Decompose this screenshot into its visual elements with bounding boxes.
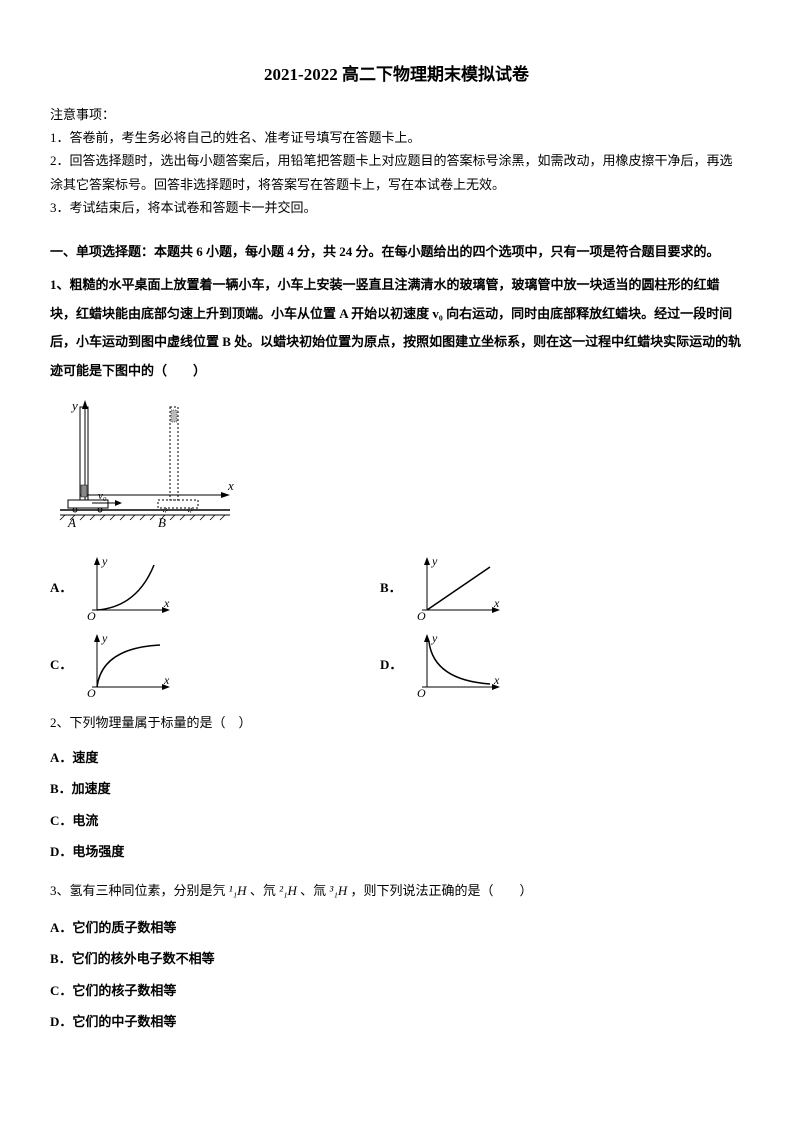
curve-a-icon: y x O <box>82 555 177 620</box>
svg-text:x: x <box>227 478 234 493</box>
option-a: A．速度 <box>50 746 743 769</box>
question-1: 1、粗糙的水平桌面上放置着一辆小车，小车上安装一竖直且注满清水的玻璃管，玻璃管中… <box>50 271 743 697</box>
option-b: B．它们的核外电子数不相等 <box>50 947 743 970</box>
q2-options: A．速度 B．加速度 C．电流 D．电场强度 <box>50 746 743 864</box>
q1-options: A． y x O B． y x O <box>50 555 743 697</box>
svg-text:A: A <box>67 515 76 530</box>
instructions-block: 注意事项： 1．答卷前，考生务必将自己的姓名、准考证号填写在答题卡上。 2．回答… <box>50 103 743 220</box>
isotope-h2: ²₁H <box>279 883 297 898</box>
svg-text:x: x <box>493 673 500 687</box>
option-a: A． y x O <box>50 555 380 620</box>
q3-part1: 3、氢有三种同位素，分别是氕 <box>50 883 226 898</box>
instruction-item: 1．答卷前，考生务必将自己的姓名、准考证号填写在答题卡上。 <box>50 126 743 149</box>
q3-part3: 、氚 <box>300 883 326 898</box>
question-text: 2、下列物理量属于标量的是（ ） <box>50 709 743 738</box>
option-label: D． <box>380 653 402 676</box>
option-text: C．它们的核子数相等 <box>50 979 176 1002</box>
q1-diagram: y x <box>50 395 743 540</box>
svg-text:y: y <box>431 555 438 568</box>
section-header: 一、单项选择题：本题共 6 小题，每小题 4 分，共 24 分。在每小题给出的四… <box>50 240 743 263</box>
option-d: D．它们的中子数相等 <box>50 1010 743 1033</box>
svg-text:O: O <box>87 686 96 697</box>
svg-text:y: y <box>101 632 108 645</box>
option-text: B．加速度 <box>50 777 111 800</box>
cart-diagram: y x <box>50 395 245 540</box>
question-text: 3、氢有三种同位素，分别是氕 ¹₁H 、氘 ²₁H 、氚 ³₁H ，则下列说法正… <box>50 875 743 908</box>
svg-text:x: x <box>493 596 500 610</box>
svg-text:B: B <box>158 515 166 530</box>
isotope-h1: ¹₁H <box>229 883 247 898</box>
q3-part2: 、氘 <box>250 883 276 898</box>
svg-text:y: y <box>431 632 438 645</box>
option-text: C．电流 <box>50 809 98 832</box>
option-d: D．电场强度 <box>50 840 743 863</box>
svg-text:O: O <box>417 609 426 620</box>
option-b: B．加速度 <box>50 777 743 800</box>
curve-b-icon: y x O <box>412 555 507 620</box>
curve-c-icon: y x O <box>82 632 177 697</box>
option-label: B． <box>380 576 402 599</box>
option-text: D．电场强度 <box>50 840 124 863</box>
isotope-h3: ³₁H <box>329 883 347 898</box>
question-text: 1、粗糙的水平桌面上放置着一辆小车，小车上安装一竖直且注满清水的玻璃管，玻璃管中… <box>50 271 743 385</box>
option-c: C． y x O <box>50 632 380 697</box>
option-d: D． y x O <box>380 632 743 697</box>
q3-part4: ，则下列说法正确的是（ ） <box>350 883 532 898</box>
svg-text:y: y <box>101 555 108 568</box>
svg-text:O: O <box>417 686 426 697</box>
q3-options: A．它们的质子数相等 B．它们的核外电子数不相等 C．它们的核子数相等 D．它们… <box>50 916 743 1034</box>
instruction-item: 3．考试结束后，将本试卷和答题卡一并交回。 <box>50 196 743 219</box>
option-label: C． <box>50 653 72 676</box>
svg-text:O: O <box>87 609 96 620</box>
instructions-label: 注意事项： <box>50 103 743 126</box>
option-c: C．电流 <box>50 809 743 832</box>
svg-text:x: x <box>163 673 170 687</box>
instruction-item: 2．回答选择题时，选出每小题答案后，用铅笔把答题卡上对应题目的答案标号涂黑，如需… <box>50 149 743 196</box>
option-a: A．它们的质子数相等 <box>50 916 743 939</box>
question-3: 3、氢有三种同位素，分别是氕 ¹₁H 、氘 ²₁H 、氚 ³₁H ，则下列说法正… <box>50 875 743 1033</box>
option-label: A． <box>50 576 72 599</box>
option-c: C．它们的核子数相等 <box>50 979 743 1002</box>
option-b: B． y x O <box>380 555 743 620</box>
svg-text:x: x <box>163 596 170 610</box>
svg-text:y: y <box>70 398 78 413</box>
option-text: D．它们的中子数相等 <box>50 1010 176 1033</box>
curve-d-icon: y x O <box>412 632 507 697</box>
question-2: 2、下列物理量属于标量的是（ ） A．速度 B．加速度 C．电流 D．电场强度 <box>50 709 743 863</box>
option-text: A．速度 <box>50 746 98 769</box>
page-title: 2021-2022 高二下物理期末模拟试卷 <box>50 60 743 91</box>
svg-text:v₀: v₀ <box>98 490 107 502</box>
option-text: B．它们的核外电子数不相等 <box>50 947 215 970</box>
option-text: A．它们的质子数相等 <box>50 916 176 939</box>
